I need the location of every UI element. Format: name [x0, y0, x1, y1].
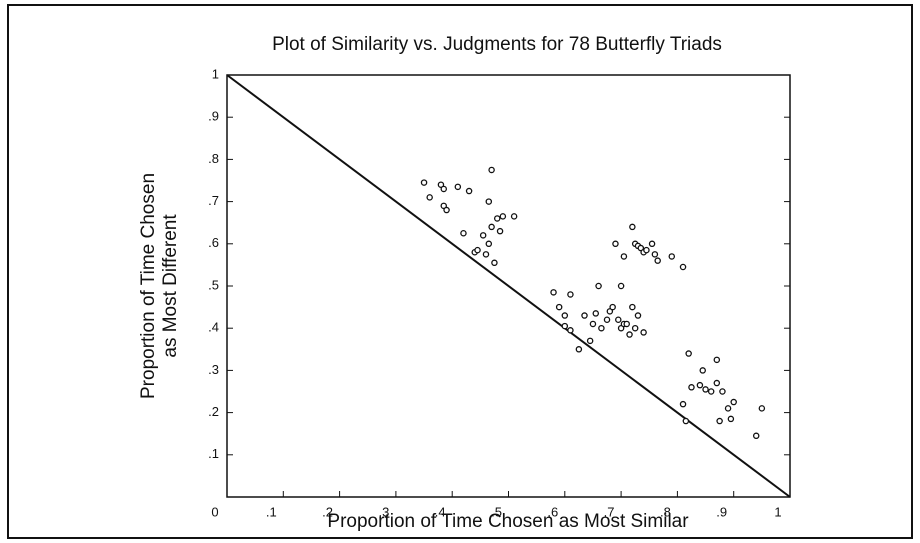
point	[713, 356, 721, 364]
point	[609, 303, 616, 311]
x-tick-label: .2	[322, 504, 333, 519]
point	[443, 206, 450, 214]
point	[688, 384, 695, 391]
x-tick-label: 0	[211, 504, 218, 519]
point	[561, 312, 569, 319]
x-tick-label: .8	[660, 504, 671, 519]
point	[488, 166, 495, 174]
y-axis-label: Proportion of Time Chosen as Most Differ…	[138, 173, 181, 399]
y-tick-label: .3	[208, 362, 219, 377]
frame	[7, 4, 913, 539]
point	[631, 324, 639, 332]
point	[555, 303, 563, 311]
point	[752, 432, 760, 440]
point	[493, 215, 501, 222]
x-axis-label: Proportion of Time Chosen as Most Simila…	[327, 511, 689, 532]
x-tick-label: .5	[491, 504, 502, 519]
point	[654, 257, 661, 264]
point	[426, 194, 433, 201]
point	[612, 240, 619, 248]
point	[679, 400, 687, 408]
point	[620, 253, 628, 260]
point	[696, 381, 704, 389]
point	[499, 213, 507, 220]
point	[491, 259, 498, 267]
y-tick-label: .6	[208, 235, 219, 250]
x-tick-label: .4	[435, 504, 446, 519]
point	[465, 187, 473, 195]
point	[643, 246, 650, 254]
point	[589, 320, 597, 328]
point	[561, 322, 569, 330]
point	[488, 223, 495, 231]
point	[679, 263, 687, 271]
point	[485, 240, 493, 248]
point	[615, 316, 622, 324]
y-tick-label: .9	[208, 109, 219, 124]
point	[595, 282, 602, 290]
point	[485, 198, 493, 205]
point	[716, 417, 723, 425]
point	[713, 379, 721, 387]
point	[648, 240, 656, 248]
point	[460, 229, 467, 237]
x-tick-label: .3	[378, 504, 389, 519]
y-tick-label: .1	[208, 446, 219, 461]
y-axis-label-line: as Most Different	[160, 214, 181, 358]
point	[719, 388, 726, 395]
point	[603, 316, 611, 324]
point	[668, 253, 676, 260]
point	[598, 324, 605, 332]
point	[592, 310, 600, 317]
chart-title: Plot of Similarity vs. Judgments for 78 …	[272, 34, 722, 55]
y-tick-label: .5	[208, 277, 219, 292]
x-tick-label: .6	[547, 504, 558, 519]
point	[550, 289, 557, 296]
point	[702, 386, 709, 393]
point	[496, 227, 504, 235]
point	[581, 312, 588, 319]
point	[682, 417, 690, 425]
point	[482, 251, 490, 258]
reference-line	[226, 74, 791, 498]
point	[730, 398, 737, 406]
point	[634, 312, 642, 319]
point	[617, 282, 625, 290]
y-tick-label: .8	[208, 151, 219, 166]
point	[626, 331, 633, 338]
point	[454, 183, 462, 191]
point	[420, 179, 428, 186]
point	[474, 246, 481, 254]
point	[758, 405, 766, 412]
point	[567, 291, 574, 298]
y-axis-label-line: Proportion of Time Chosen	[138, 173, 159, 399]
point	[640, 329, 647, 336]
point	[575, 346, 583, 353]
y-tick-label: .2	[208, 404, 219, 419]
point	[724, 405, 732, 412]
point	[567, 327, 574, 334]
point	[629, 303, 636, 311]
y-tick-label: 1	[212, 66, 219, 81]
point	[727, 415, 735, 423]
point	[623, 320, 630, 328]
x-tick-label: .7	[604, 504, 615, 519]
point	[629, 223, 636, 231]
point	[440, 185, 448, 193]
point	[479, 232, 487, 239]
point	[510, 213, 518, 220]
point	[699, 367, 706, 374]
point	[651, 251, 659, 258]
point	[707, 388, 715, 395]
x-tick-label: 1	[774, 504, 781, 519]
point	[685, 350, 692, 357]
x-tick-label: .9	[716, 504, 727, 519]
y-tick-label: .7	[208, 193, 219, 208]
x-tick-label: .1	[266, 504, 277, 519]
point	[586, 337, 594, 345]
y-tick-label: .4	[208, 320, 219, 335]
